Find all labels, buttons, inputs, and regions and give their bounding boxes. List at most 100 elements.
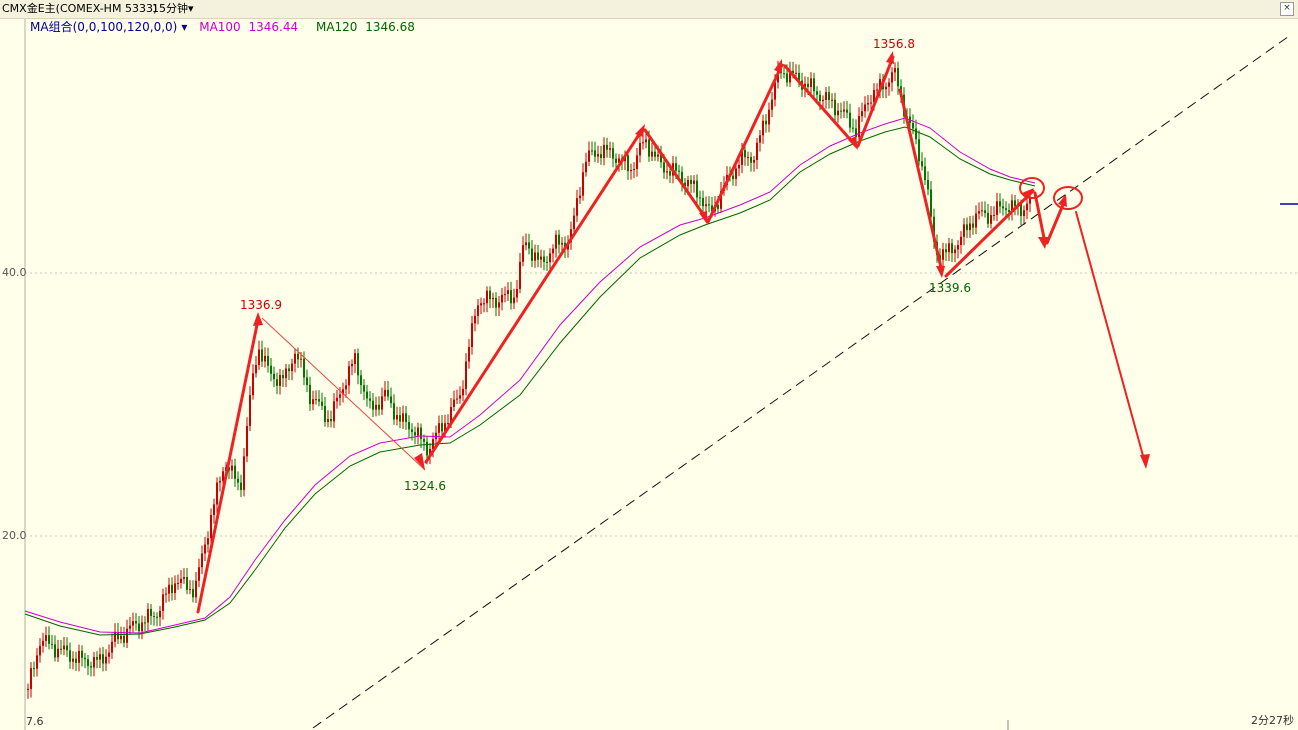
candle-body — [159, 610, 161, 618]
candle-body — [144, 622, 146, 624]
candle-body — [177, 582, 179, 584]
candle-body — [528, 242, 530, 249]
candle-body — [822, 99, 824, 102]
candle-body — [69, 650, 71, 662]
candle-body — [651, 151, 653, 157]
candle-body — [495, 297, 497, 308]
candle-body — [999, 201, 1001, 207]
candle-body — [888, 82, 890, 87]
arrowheads — [253, 51, 1150, 470]
candle-body — [669, 171, 671, 176]
highlight-circle-2 — [1053, 186, 1083, 210]
candle-body — [261, 349, 263, 362]
countdown-timer: 2分27秒 — [1251, 714, 1294, 727]
candle-body — [228, 467, 230, 471]
candle-body — [66, 645, 68, 651]
candle-body — [864, 104, 866, 112]
candle-body — [921, 161, 923, 167]
candle-body — [315, 399, 317, 401]
candle-body — [153, 615, 155, 617]
candle-body — [603, 144, 605, 158]
candle-body — [531, 248, 533, 261]
candle-body — [480, 303, 482, 306]
candle-body — [168, 584, 170, 594]
candle-body — [930, 189, 932, 217]
candle-body — [879, 79, 881, 90]
ma120-legend: MA120 1346.68 — [316, 20, 419, 34]
candle-body — [981, 210, 983, 212]
period-selector[interactable]: 15分钟▾ — [152, 0, 194, 18]
candle-body — [96, 657, 98, 660]
candle-body — [585, 161, 587, 173]
candle-body — [462, 388, 464, 396]
candle-body — [234, 465, 236, 479]
candle-body — [984, 210, 986, 213]
candle-body — [918, 139, 920, 162]
candle-body — [486, 290, 488, 304]
candle-body — [522, 245, 524, 262]
candle-body — [837, 110, 839, 116]
candle-body — [111, 641, 113, 653]
candle-body — [543, 256, 545, 262]
candle-body — [438, 423, 440, 433]
candle-body — [336, 397, 338, 402]
candle-body — [270, 365, 272, 374]
candle-body — [492, 297, 494, 300]
candle-body — [972, 223, 974, 228]
candle-body — [429, 449, 431, 456]
candle-body — [276, 379, 278, 386]
period-label: 15分钟 — [152, 2, 188, 15]
candle-body — [222, 471, 224, 481]
close-icon[interactable]: × — [1280, 2, 1294, 16]
candle-body — [516, 288, 518, 298]
candle-body — [54, 644, 56, 658]
candle-body — [60, 648, 62, 650]
candle-body — [249, 395, 251, 426]
candle-body — [969, 223, 971, 231]
ma120-label: MA120 — [315, 20, 358, 34]
candle-body — [444, 423, 446, 432]
bottom-left-label: 7.6 — [26, 715, 44, 728]
candle-body — [204, 544, 206, 554]
candle-body — [675, 163, 677, 171]
candle-body — [384, 389, 386, 397]
candle-body — [750, 157, 752, 163]
candle-body — [393, 403, 395, 420]
candle-body — [120, 635, 122, 640]
candle-body — [156, 616, 158, 618]
candle-body — [132, 620, 134, 626]
candle-body — [267, 355, 269, 366]
candles-group — [27, 60, 1031, 699]
candle-body — [375, 404, 377, 410]
candle-body — [663, 162, 665, 173]
candle-body — [594, 150, 596, 157]
candle-body — [1008, 210, 1010, 212]
candle-body — [825, 92, 827, 100]
candle-body — [702, 197, 704, 207]
candle-body — [966, 224, 968, 231]
annotation-low-2: 1339.6 — [929, 281, 971, 295]
candle-body — [81, 650, 83, 658]
candle-body — [828, 92, 830, 100]
candle-body — [255, 365, 257, 374]
candle-body — [36, 655, 38, 669]
candle-body — [894, 68, 896, 73]
candle-body — [465, 361, 467, 389]
ma-combo-selector[interactable]: MA组合(0,0,100,120,0,0) ▾ — [30, 20, 191, 34]
candle-body — [297, 353, 299, 360]
candle-body — [549, 253, 551, 263]
candle-body — [693, 180, 695, 184]
thin-arrow — [261, 317, 426, 471]
candle-body — [447, 423, 449, 425]
candle-body — [366, 391, 368, 399]
candle-body — [699, 197, 701, 199]
ma-legend: MA组合(0,0,100,120,0,0) ▾ MA100 1346.44 MA1… — [30, 20, 423, 34]
candle-body — [840, 110, 842, 112]
candle-body — [333, 401, 335, 422]
candle-body — [78, 650, 80, 663]
candle-body — [180, 578, 182, 583]
candle-body — [648, 139, 650, 157]
candle-body — [162, 594, 164, 611]
candle-body — [330, 419, 332, 422]
